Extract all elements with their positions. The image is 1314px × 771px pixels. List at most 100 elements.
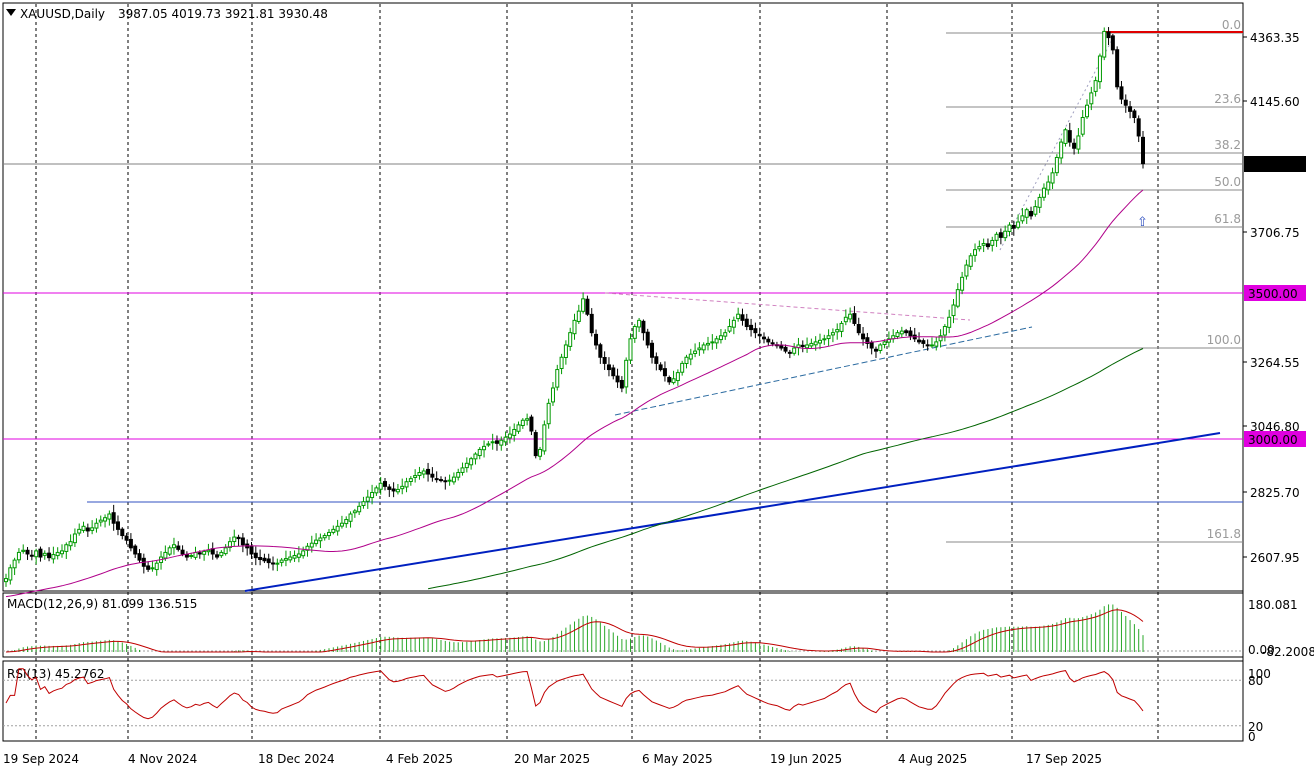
candle-body [180,549,185,555]
candle-body [240,537,245,546]
candle-body [1080,117,1085,135]
candle-body [783,346,788,352]
candle-body [1093,80,1098,92]
candle-body [563,344,568,359]
candle-body [1020,215,1025,222]
candle-body [770,342,775,345]
candle-body [64,544,69,552]
macd-tick-2: -82.2008 [1262,645,1314,659]
candle-body [8,567,13,581]
candle-body [426,468,431,475]
candle-body [568,332,573,347]
candle-body [266,558,271,564]
candle-body [1110,35,1115,51]
price-level-label: 3500.00 [1248,287,1298,301]
candle-body [223,547,228,555]
candle-body [451,476,456,483]
fib-level-label: 23.6 [1214,92,1241,106]
candle-body [680,362,685,373]
candle-body [736,313,741,320]
candle-body [688,353,693,360]
candle-body [38,548,43,558]
candle-body [21,549,26,552]
candle-body [529,416,534,432]
candle-body [34,550,39,558]
candle-body [1141,136,1145,165]
price-tick-label: 3706.75 [1250,226,1300,240]
candle-body [1054,156,1059,174]
fib-level-label: 161.8 [1207,527,1241,541]
candle-body [55,551,60,557]
candle-body [318,537,323,542]
candle-body [357,505,362,513]
candle-body [1003,230,1008,239]
candle-body [262,557,267,562]
date-tick-label: 4 Feb 2025 [386,752,453,766]
candle-body [94,522,99,529]
candle-body [400,485,405,490]
candle-body [322,535,327,539]
candle-body [921,340,926,344]
candle-body [361,501,366,506]
candle-body [977,246,982,250]
candle-body [374,487,379,494]
date-tick-label: 6 May 2025 [642,752,713,766]
candle-body [723,332,728,337]
candle-body [167,547,172,555]
candle-body [654,356,659,364]
price-level-tag [1244,285,1306,301]
dropdown-triangle-icon[interactable] [6,9,16,16]
candle-body [882,341,887,346]
candle-body [473,453,478,460]
price-plot: 0.0 23.6 38.2 50.0 61.8 100.0 161.8 3500.00 3000… [3,18,1306,598]
candle-body [107,513,112,520]
candle-body [671,378,676,384]
candle-body [348,513,353,522]
macd-label: MACD(12,26,9) 81.099 136.515 [7,597,197,611]
candle-body [615,375,620,383]
candle-body [430,473,435,478]
candle-body [624,359,629,388]
candle-body [512,428,517,436]
fib-level-label: 50.0 [1214,175,1241,189]
price-tick-label: 4363.35 [1250,31,1300,45]
candle-body [886,338,891,343]
candle-body [1063,129,1068,144]
candle-body [301,550,306,557]
candle-body [839,322,844,332]
candle-body [499,439,504,446]
candle-body [598,344,603,358]
candle-body [706,342,711,346]
candle-body [753,328,758,334]
candle-body [714,338,719,344]
candle-body [990,239,995,246]
candle-body [494,440,499,444]
candle-body [335,525,340,532]
current-price-tag [1244,156,1306,172]
candle-body [417,472,422,476]
candle-body [749,324,754,331]
price-tick-label: 3046.80 [1250,420,1300,434]
long-trendline [244,432,1221,592]
candle-body [331,528,336,533]
candle-body [602,357,607,364]
candle-body [378,482,383,490]
candle-body [408,478,413,482]
candle-body [283,558,288,561]
candle-body [650,342,655,358]
candle-body [822,338,827,341]
ohlc-label: 3987.05 4019.73 3921.81 3930.48 [118,7,328,21]
candle-body [42,552,47,556]
candle-body [628,338,633,361]
candle-body [684,356,689,364]
candle-body [477,448,482,457]
candle-body [434,478,439,481]
candle-body [1089,92,1094,105]
candle-body [731,319,736,328]
candle-body [619,379,624,389]
candle-body [856,324,861,334]
candle-body [865,337,870,344]
candle-body [951,304,956,317]
candle-body [632,326,637,339]
